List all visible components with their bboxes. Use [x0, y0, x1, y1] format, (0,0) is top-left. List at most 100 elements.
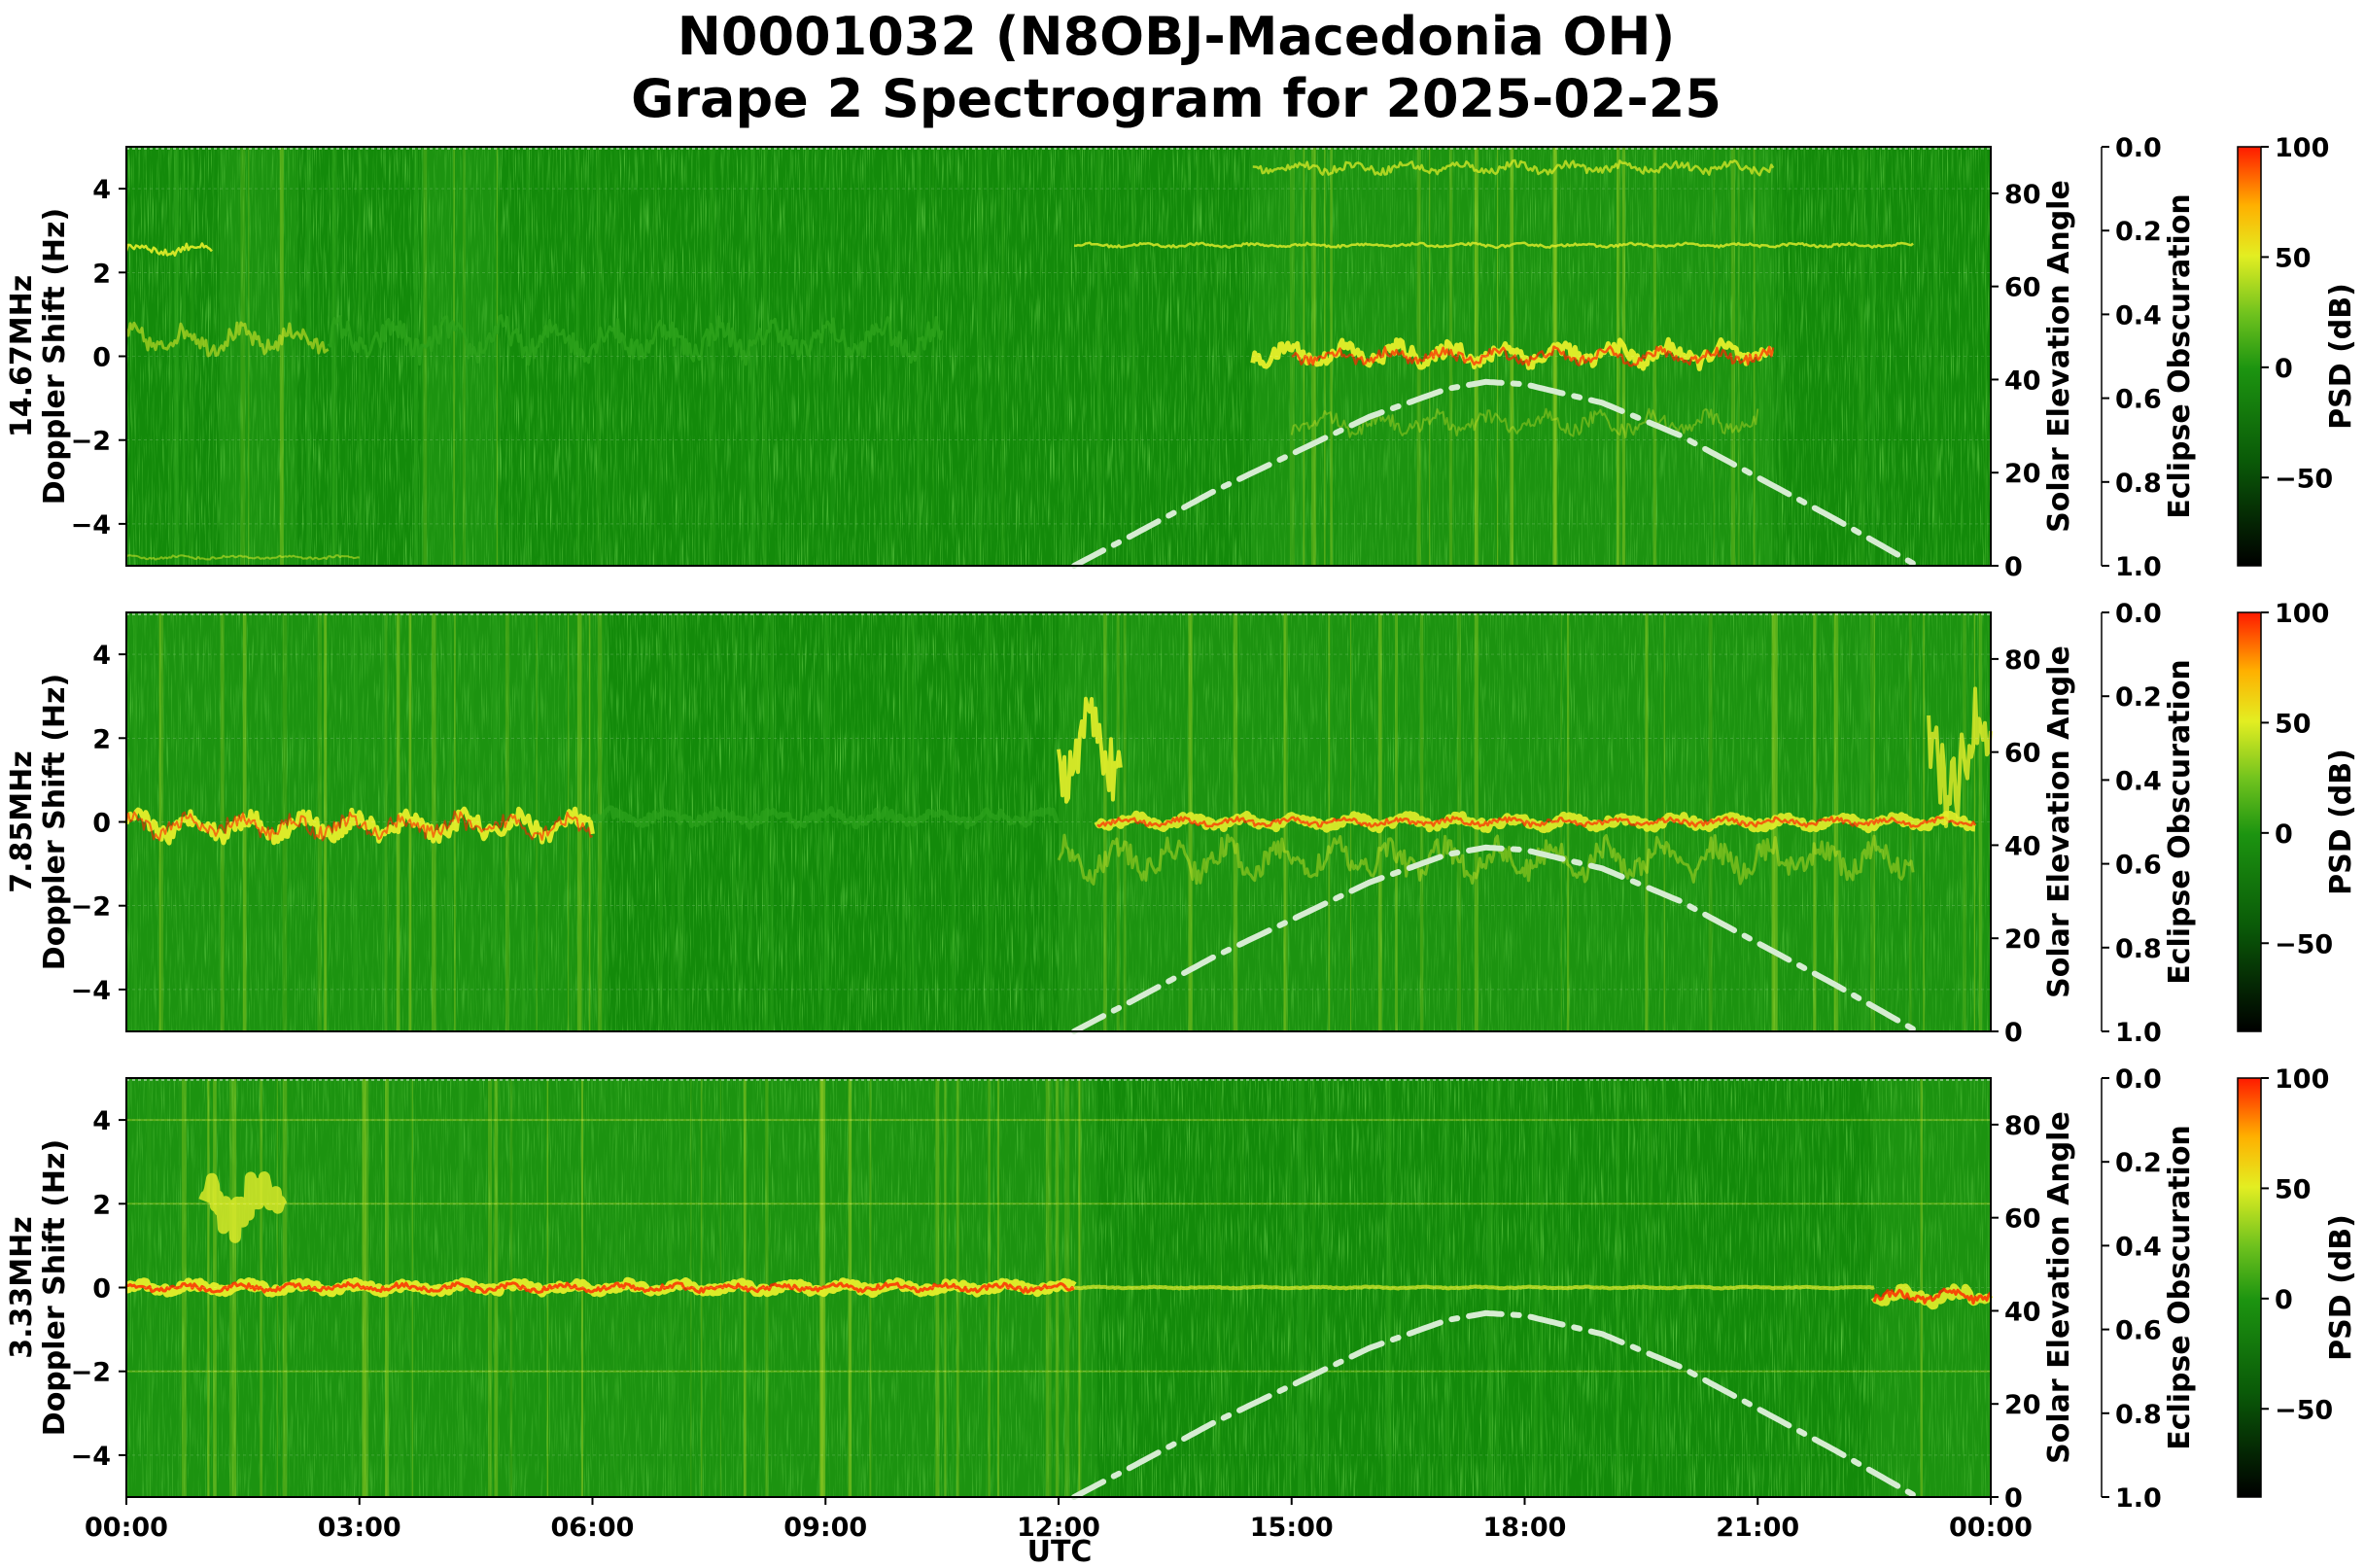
psd-colorbar [2237, 611, 2262, 1032]
eclipse-tick-label: 0.0 [2115, 599, 2162, 629]
solar-elevation-tick-label: 80 [2004, 1111, 2041, 1141]
x-axis-label: UTC [1027, 1535, 1093, 1568]
psd-tick-label: 50 [2275, 1174, 2312, 1204]
doppler-tick-label: −4 [71, 510, 111, 540]
utc-tick-label: 18:00 [1483, 1513, 1567, 1543]
doppler-signal-trace [1073, 1284, 1875, 1291]
psd-colorbar [2237, 1077, 2262, 1498]
solar-elevation-tick-label: 0 [2004, 1483, 2023, 1514]
doppler-tick-label: 0 [92, 1274, 111, 1305]
doppler-tick-label: −2 [71, 892, 111, 923]
solar-elevation-curve [1071, 1309, 1921, 1500]
doppler-tick-label: 2 [92, 724, 111, 754]
psd-tick-label: 100 [2275, 133, 2329, 163]
doppler-signal-trace [1096, 816, 1977, 828]
eclipse-tick-label: 1.0 [2115, 1018, 2162, 1048]
solar-elevation-tick-label: 0 [2004, 1018, 2023, 1048]
eclipse-tick-label: 1.0 [2115, 1483, 2162, 1514]
eclipse-axis-label: Eclipse Obscuration [2163, 193, 2197, 519]
solar-elevation-tick-label: 20 [2004, 1390, 2041, 1420]
utc-tick-label: 09:00 [783, 1513, 867, 1543]
doppler-signal-trace [1057, 696, 1123, 804]
eclipse-tick-label: 0.8 [2115, 469, 2162, 499]
psd-axis-label: PSD (dB) [2324, 1214, 2358, 1361]
doppler-signal-trace [1290, 407, 1759, 438]
psd-axis-label: PSD (dB) [2324, 749, 2358, 895]
eclipse-tick-label: 0.4 [2115, 1232, 2162, 1262]
eclipse-tick-label: 0.4 [2115, 300, 2162, 331]
utc-tick-label: 03:00 [318, 1513, 401, 1543]
solar-elevation-tick-label: 80 [2004, 645, 2041, 676]
eclipse-tick-label: 0.0 [2115, 133, 2162, 163]
solar-elevation-tick-label: 60 [2004, 273, 2041, 303]
frequency-label: 7.85MHz [5, 750, 39, 892]
doppler-axis-label: Doppler Shift (Hz) [38, 674, 72, 970]
psd-axis-label: PSD (dB) [2324, 283, 2358, 430]
doppler-tick-label: 4 [92, 175, 111, 205]
doppler-signal-trace [590, 805, 1061, 830]
spectrogram-panel-2: 420−2−47.85MHz Doppler Shift (Hz)80604020… [5, 599, 2358, 1048]
eclipse-tick-label: 0.6 [2115, 1316, 2162, 1346]
psd-tick-label: 100 [2275, 1064, 2329, 1095]
doppler-signal-trace [1872, 1287, 1993, 1305]
psd-tick-label: 50 [2275, 709, 2312, 739]
doppler-tick-label: 0 [92, 809, 111, 839]
eclipse-tick-label: 0.8 [2115, 1400, 2162, 1430]
eclipse-tick-label: 0.2 [2115, 217, 2162, 247]
eclipse-tick-label: 0.8 [2115, 934, 2162, 964]
doppler-tick-label: −4 [71, 976, 111, 1006]
utc-tick-label: 12:00 [1017, 1513, 1100, 1543]
doppler-tick-label: −2 [71, 427, 111, 457]
solar-elevation-tick-label: 20 [2004, 459, 2041, 489]
figure-title-line1: N0001032 (N8OBJ-Macedonia OH) [678, 6, 1676, 67]
psd-tick-label: −50 [2275, 1395, 2333, 1425]
doppler-signal-trace [327, 314, 944, 366]
doppler-axis-label: Doppler Shift (Hz) [38, 1139, 72, 1436]
utc-tick-label: 21:00 [1716, 1513, 1799, 1543]
psd-tick-label: 50 [2275, 243, 2312, 273]
eclipse-tick-label: 0.6 [2115, 385, 2162, 415]
psd-tick-label: −50 [2275, 464, 2333, 494]
solar-elevation-axis-label: Solar Elevation Angle [2042, 1111, 2076, 1464]
signal-band-region [421, 147, 500, 566]
doppler-tick-label: −4 [71, 1442, 111, 1472]
x-axis-ticks: 00:00 03:00 06:00 09:00 12:00 15:00 18:00 21:00… [85, 1497, 2033, 1543]
eclipse-tick-label: 1.0 [2115, 552, 2162, 582]
doppler-signal-trace [1073, 241, 1914, 250]
psd-tick-label: 0 [2275, 1285, 2293, 1315]
frequency-label: 14.67MHz [5, 275, 39, 437]
figure-title-line2: Grape 2 Spectrogram for 2025-02-25 [631, 68, 1722, 129]
solar-elevation-axis-label: Solar Elevation Angle [2042, 180, 2076, 533]
eclipse-tick-label: 0.4 [2115, 766, 2162, 796]
doppler-tick-label: 0 [92, 343, 111, 373]
doppler-signal-trace [1252, 158, 1775, 177]
solar-elevation-curve [1071, 378, 1921, 569]
doppler-tick-label: 2 [92, 259, 111, 289]
doppler-signal-trace [125, 554, 360, 561]
solar-elevation-tick-label: 20 [2004, 924, 2041, 955]
solar-elevation-tick-label: 60 [2004, 739, 2041, 769]
solar-elevation-tick-label: 0 [2004, 552, 2023, 582]
solar-elevation-axis-label: Solar Elevation Angle [2042, 645, 2076, 998]
doppler-tick-label: 2 [92, 1190, 111, 1220]
frequency-label: 3.33MHz [5, 1216, 39, 1358]
doppler-axis-label: Doppler Shift (Hz) [38, 208, 72, 505]
eclipse-tick-label: 0.2 [2115, 682, 2162, 713]
solar-elevation-tick-label: 60 [2004, 1204, 2041, 1235]
spectrogram-panel-1: 420−2−414.67MHz Doppler Shift (Hz)8060402… [5, 133, 2358, 582]
eclipse-tick-label: 0.6 [2115, 851, 2162, 881]
doppler-signal-trace [124, 321, 330, 358]
doppler-tick-label: 4 [92, 1106, 111, 1136]
signal-band-region [219, 147, 297, 566]
doppler-signal-trace [125, 1281, 1076, 1295]
psd-tick-label: 100 [2275, 599, 2329, 629]
utc-tick-label: 00:00 [85, 1513, 168, 1543]
utc-tick-label: 00:00 [1949, 1513, 2033, 1543]
psd-colorbar [2237, 146, 2262, 567]
doppler-tick-label: 4 [92, 641, 111, 671]
doppler-tick-label: −2 [71, 1358, 111, 1388]
psd-tick-label: 0 [2275, 354, 2293, 384]
doppler-signal-trace [198, 1171, 288, 1243]
doppler-signal-trace [1057, 833, 1915, 886]
